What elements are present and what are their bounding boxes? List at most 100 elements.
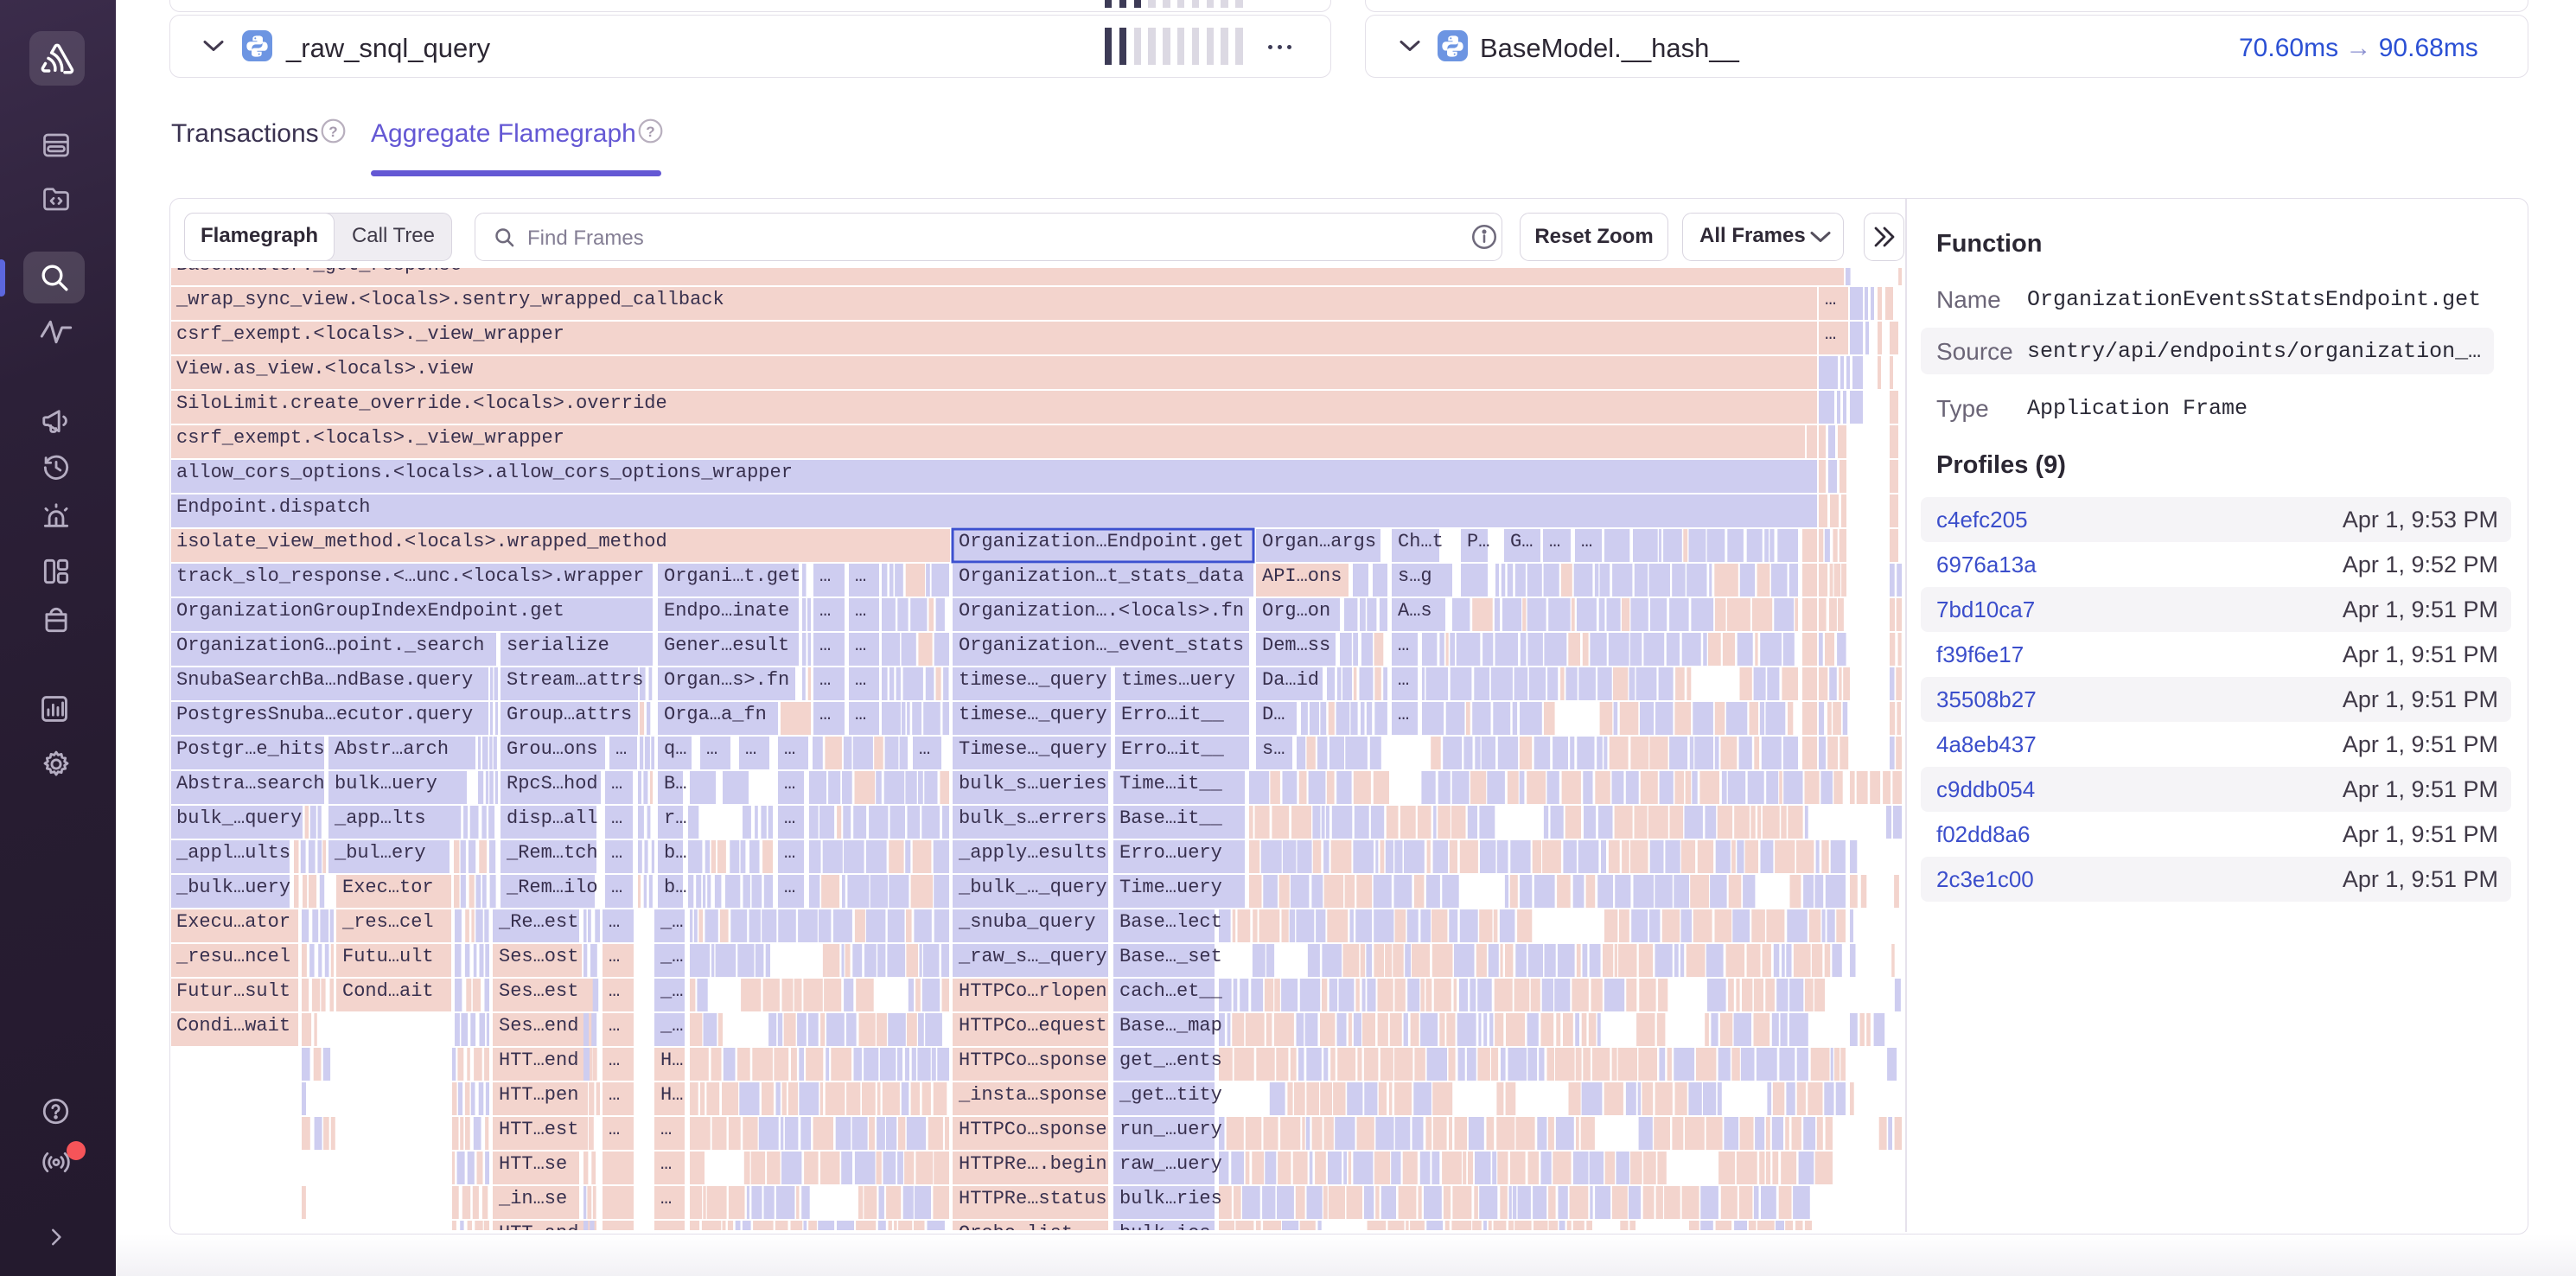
svg-text:_get…tity: _get…tity [1119,1084,1222,1106]
svg-text:_…: _… [660,980,683,1002]
svg-text:Abstr…arch: Abstr…arch [335,738,449,760]
svg-text:…: … [611,877,622,898]
svg-text:…: … [1398,669,1409,691]
svg-text:serialize: serialize [507,635,609,656]
svg-text:b…: b… [664,842,686,864]
svg-text:P…: P… [1467,531,1489,552]
svg-text:Endpoint.dispatch: Endpoint.dispatch [176,496,370,518]
svg-text:Base…_set: Base…_set [1119,946,1222,967]
svg-text:HTTPRe…status: HTTPRe…status [959,1188,1107,1209]
svg-text:_app…lts: _app…lts [334,807,426,829]
svg-text:Da…id: Da…id [1262,669,1319,691]
svg-text:HTTPCo…equest: HTTPCo…equest [959,1015,1107,1037]
svg-text:Exec…tor: Exec…tor [342,877,434,898]
svg-text:timese…_query: timese…_query [959,669,1107,691]
svg-text:…: … [609,1119,620,1140]
svg-text:isolate_view_method.<locals>.w: isolate_view_method.<locals>.wrapped_met… [176,531,667,552]
svg-text:r…: r… [664,807,686,829]
svg-text:Orche…list: Orche…list [959,1222,1073,1230]
svg-text:…: … [1549,531,1560,552]
svg-text:…: … [819,635,831,656]
svg-text:…: … [609,1084,620,1106]
svg-text:Ses…ost: Ses…ost [499,946,578,967]
svg-text:SiloLimit.create_override.<loc: SiloLimit.create_override.<locals>.overr… [176,392,667,414]
svg-text:…: … [784,877,795,898]
svg-text:PostgresSnuba…ecutor.query: PostgresSnuba…ecutor.query [176,704,473,725]
svg-text:run_…uery: run_…uery [1119,1119,1222,1140]
svg-text:…: … [855,704,866,725]
svg-text:_bulk…uery: _bulk…uery [175,877,290,898]
svg-text:OrganizationG…point._search: OrganizationG…point._search [176,635,484,656]
svg-text:View.as_view.<locals>.view: View.as_view.<locals>.view [176,358,473,380]
svg-text:Grou…ons: Grou…ons [507,738,598,760]
svg-text:_res…cel: _res…cel [341,911,434,933]
svg-text:Dem…ss: Dem…ss [1262,635,1330,656]
svg-text:…: … [855,565,866,587]
svg-text:bulk_…query: bulk_…query [176,807,302,829]
svg-text:_bulk_…_query: _bulk_…_query [958,877,1107,898]
svg-text:…: … [1581,531,1592,552]
svg-text:Condi…wait: Condi…wait [176,1015,290,1037]
svg-text:G…: G… [1510,531,1533,552]
svg-text:…: … [660,1153,672,1175]
svg-text:Organization…_event_stats: Organization…_event_stats [959,635,1244,656]
svg-text:raw_…uery: raw_…uery [1119,1153,1222,1175]
svg-text:…: … [745,738,756,760]
svg-text:…: … [609,980,620,1002]
svg-text:bulk_s…ueries: bulk_s…ueries [959,773,1107,794]
svg-text:HTTPCo…sponse: HTTPCo…sponse [959,1119,1107,1140]
svg-text:HTT…se: HTT…se [499,1153,567,1175]
svg-text:…: … [1398,704,1409,725]
svg-text:H…: H… [660,1084,683,1106]
svg-text:_apply…esults: _apply…esults [958,842,1107,864]
svg-text:Ses…est: Ses…est [499,980,578,1002]
svg-text:bulk…ies: bulk…ies [1119,1222,1211,1230]
svg-text:Abstra…search: Abstra…search [176,773,325,794]
svg-text:…: … [784,738,795,760]
svg-text:Ch…t: Ch…t [1398,531,1444,552]
svg-text:Futu…ult: Futu…ult [342,946,434,967]
svg-text:Ses…end: Ses…end [499,1015,578,1037]
svg-text:Time…uery: Time…uery [1119,877,1222,898]
svg-text:_Rem…ilo: _Rem…ilo [506,877,598,898]
svg-text:…: … [919,738,930,760]
svg-text:get_…ents: get_…ents [1119,1050,1222,1071]
svg-text:_appl…ults: _appl…ults [175,842,290,864]
svg-text:allow_cors_options.<locals>.al: allow_cors_options.<locals>.allow_cors_o… [176,462,793,483]
svg-text:Org…on: Org…on [1262,600,1330,622]
svg-text:bulk_s…errers: bulk_s…errers [959,807,1107,829]
svg-text:Erro…it__: Erro…it__ [1121,704,1225,725]
svg-text:csrf_exempt.<locals>._view_wra: csrf_exempt.<locals>._view_wrapper [176,427,564,449]
svg-text:HTTPRe….begin: HTTPRe….begin [959,1153,1107,1175]
svg-text:_raw_s…_query: _raw_s…_query [958,946,1107,967]
svg-text:_in…se: _in…se [498,1188,567,1209]
svg-text:…: … [609,1015,620,1037]
svg-text:Orga…a_fn: Orga…a_fn [664,704,767,725]
svg-text:…: … [706,738,717,760]
svg-text:OrganizationGroupIndexEndpoint: OrganizationGroupIndexEndpoint.get [176,600,564,622]
svg-text:…: … [1825,323,1836,345]
svg-text:_wrap_sync_view.<locals>.sentr: _wrap_sync_view.<locals>.sentry_wrapped_… [175,289,724,310]
svg-text:Cond…ait: Cond…ait [342,980,434,1002]
svg-text:…: … [1825,289,1836,310]
svg-text:HTTPCo…sponse: HTTPCo…sponse [959,1050,1107,1071]
svg-text:Group…attrs: Group…attrs [507,704,632,725]
svg-text:…: … [855,635,866,656]
svg-text:HTT…and: HTT…and [499,1222,578,1230]
svg-text:…: … [611,842,622,864]
svg-text:…: … [611,773,622,794]
svg-text:_snuba_query: _snuba_query [958,911,1095,933]
svg-text:A…s: A…s [1398,600,1432,622]
svg-text:…: … [855,669,866,691]
svg-text:Time…it__: Time…it__ [1119,773,1223,794]
svg-text:_Rem…tch: _Rem…tch [506,842,598,864]
svg-text:Base…it__: Base…it__ [1119,807,1223,829]
svg-text:track_slo_response.<…unc.<loca: track_slo_response.<…unc.<locals>.wrappe… [176,565,644,587]
svg-text:Erro…it__: Erro…it__ [1121,738,1225,760]
svg-text:bulk…uery: bulk…uery [335,773,437,794]
svg-text:…: … [609,911,620,933]
svg-text:HTT…end: HTT…end [499,1050,578,1071]
svg-text:Organization….<locals>.fn: Organization….<locals>.fn [959,600,1244,622]
svg-text:…: … [784,842,795,864]
svg-text:?: ? [328,124,337,140]
